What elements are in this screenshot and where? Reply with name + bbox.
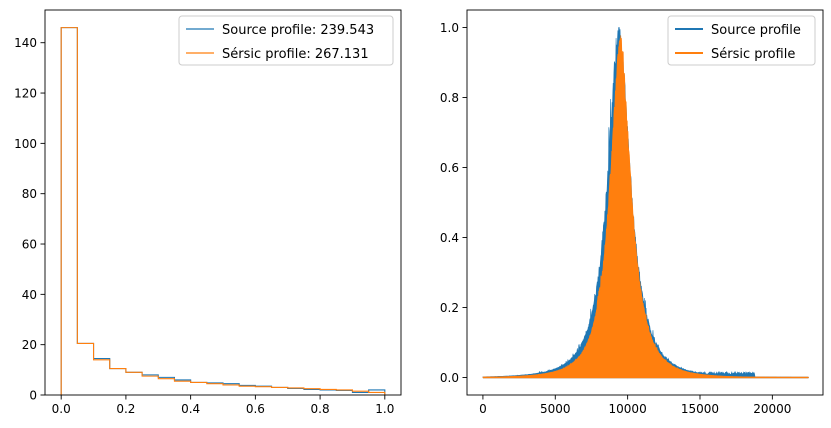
left-histogram-chart: 0.0 0.2 0.4 0.6 0.8 1.0 0 20 40 60 80 100 120 140 So… [14,9,402,416]
right-x-tick-label: 20000 [753,402,791,416]
right-x-ticks: 0 5000 10000 15000 20000 [479,395,791,416]
left-plot-area [45,10,401,395]
left-y-tick-label: 0 [29,389,37,403]
right-y-tick-label: 1.0 [440,21,459,35]
left-y-tick-label: 120 [14,87,37,101]
left-y-tick-label: 20 [22,338,37,352]
left-y-tick-label: 100 [14,137,37,151]
left-y-tick-label: 80 [22,187,37,201]
right-x-tick-label: 10000 [609,402,647,416]
left-x-tick-label: 0.0 [52,402,71,416]
left-x-ticks: 0.0 0.2 0.4 0.6 0.8 1.0 [52,395,394,416]
right-y-tick-label: 0.2 [440,301,459,315]
left-legend-box [178,15,394,66]
left-histogram-marks [60,27,386,395]
right-legend: Source profile Sérsic profile [667,15,816,66]
left-y-tick-label: 60 [22,238,37,252]
right-y-tick-label: 0.4 [440,231,459,245]
legend-sersic-profile-label: Sérsic profile [711,47,795,62]
left-y-ticks: 0 20 40 60 80 100 120 140 [14,36,45,403]
left-x-tick-label: 0.8 [311,402,330,416]
right-y-tick-label: 0.6 [440,161,459,175]
left-legend: Source profile: 239.543 Sérsic profile: … [178,15,394,66]
legend-sersic-label: Sérsic profile: 267.131 [222,47,369,62]
left-x-tick-label: 0.2 [116,402,135,416]
histogram-step-sersic [60,27,386,395]
left-axes-frame [44,9,402,396]
legend-source-label: Source profile: 239.543 [222,23,374,38]
right-axes-frame [466,9,824,396]
profile-area-source [482,27,809,378]
left-x-tick-label: 0.4 [181,402,200,416]
right-profile-chart: 0 5000 10000 15000 20000 0.00.20.40.60.81.0 … [440,9,824,416]
right-y-tick-label: 0.0 [440,371,459,385]
left-x-tick-label: 0.6 [246,402,265,416]
left-y-tick-label: 40 [22,288,37,302]
right-legend-box [667,15,816,66]
right-x-tick-label: 0 [479,402,487,416]
right-x-tick-label: 5000 [540,402,571,416]
right-profile-marks [482,27,809,379]
right-y-tick-label: 0.8 [440,91,459,105]
left-x-tick-label: 1.0 [375,402,394,416]
right-y-ticks: 0.0 0.2 0.4 0.6 0.8 1.0 [440,21,467,385]
legend-source-profile-label: Source profile [711,23,801,38]
right-x-tick-label: 15000 [681,402,719,416]
left-y-tick-label: 140 [14,36,37,50]
